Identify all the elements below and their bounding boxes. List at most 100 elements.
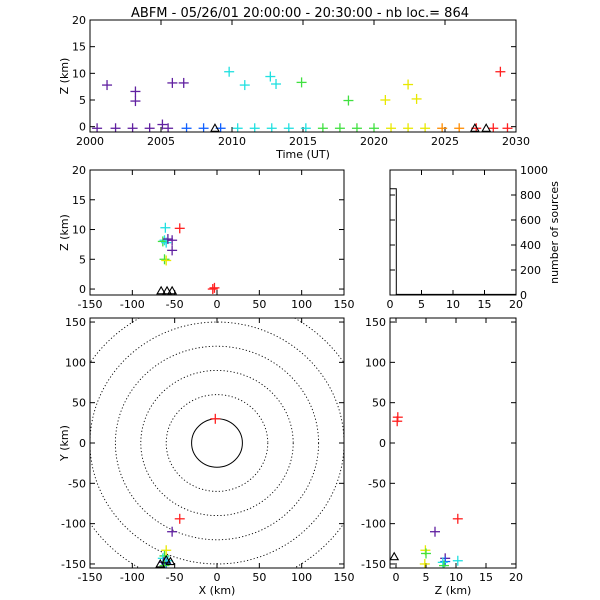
x-z-ytick-label: 5 (79, 253, 86, 266)
x-z-xtick-label: 50 (252, 298, 266, 311)
x-z-y-axis-label: Z (km) (58, 214, 71, 251)
x-y-station-marker (165, 556, 176, 566)
time-height-data-point (380, 95, 391, 105)
histogram-ytick-label: 200 (520, 264, 541, 277)
x-y-ytick-label: -50 (68, 477, 86, 490)
time-height-station-marker (481, 123, 492, 132)
z-y-data-point (421, 548, 431, 559)
x-z-panel (89, 169, 345, 296)
time-height-ytick-label: 0 (79, 121, 86, 134)
x-z-ytick-label: 10 (72, 224, 86, 237)
z-y-xtick-label: 0 (393, 571, 400, 584)
x-z-ytick-label: 15 (72, 194, 86, 207)
histogram-frame (389, 169, 517, 296)
z-y-data-point (440, 556, 451, 567)
x-z-xtick-label: -100 (120, 298, 145, 311)
histogram-ytick-label: 0 (520, 289, 527, 302)
z-y-xtick-label: 20 (509, 571, 523, 584)
time-height-points (92, 66, 513, 132)
time-height-ytick-label: 5 (79, 94, 86, 107)
z-y-panel (389, 317, 517, 569)
x-z-data-point (209, 282, 220, 293)
x-y-data-point (161, 545, 172, 556)
x-y-x-axis-label: X (km) (199, 584, 236, 597)
time-height-data-point (343, 95, 354, 106)
time-height-data-point (403, 79, 414, 90)
z-y-data-point (430, 526, 440, 537)
x-y-range-ring (90, 321, 344, 565)
time-height-data-point (130, 96, 141, 107)
x-y-xtick-label: 150 (334, 571, 355, 584)
x-y-ytick-label: -100 (61, 518, 86, 531)
z-y-data-point (439, 560, 449, 568)
x-y-xtick-label: -100 (120, 571, 145, 584)
x-z-data-point (160, 222, 171, 233)
time-height-data-point (265, 71, 276, 82)
x-y-y-axis-label: Y (km) (58, 425, 71, 462)
z-y-station-marker (389, 551, 400, 561)
x-y-range-ring (165, 394, 269, 492)
time-height-data-point (224, 66, 235, 77)
x-y-ytick-label: 150 (65, 316, 86, 329)
histogram-ytick-label: 400 (520, 239, 541, 252)
x-y-frame (89, 317, 345, 569)
x-y-ytick-label: 100 (65, 356, 86, 369)
x-y-xtick-label: 50 (252, 571, 266, 584)
time-height-ytick-label: 10 (72, 67, 86, 80)
z-y-ytick-label: 100 (365, 356, 386, 369)
z-y-ytick-label: -150 (361, 558, 386, 571)
z-y-ytick-label: 50 (372, 397, 386, 410)
z-y-ytick-label: 0 (379, 437, 386, 450)
plot-title: ABFM - 05/26/01 20:00:00 - 20:30:00 - nb… (131, 6, 469, 21)
x-z-data-point (161, 255, 172, 266)
z-y-data-point (419, 558, 430, 568)
x-y-xtick-label: -150 (78, 571, 103, 584)
x-y-range-ring (140, 369, 294, 517)
x-y-ytick-label: 0 (79, 437, 86, 450)
z-y-data-point (392, 416, 403, 427)
histogram-xtick-label: 0 (387, 298, 394, 311)
histogram-ytick-label: 800 (520, 189, 541, 202)
z-y-data-point (452, 555, 463, 566)
x-y-xtick-label: 100 (291, 571, 312, 584)
time-height-x-axis-label: Time (UT) (275, 148, 330, 161)
time-height-xtick-label: 2015 (289, 135, 317, 148)
z-y-x-axis-label: Z (km) (435, 584, 472, 597)
time-height-data-point (178, 77, 189, 88)
time-height-ytick-label: 20 (72, 14, 86, 27)
x-z-data-point (167, 235, 178, 246)
x-z-data-point (167, 245, 178, 256)
histogram-xtick-label: 5 (418, 298, 425, 311)
x-y-data-point (159, 560, 170, 568)
x-z-station-marker (156, 285, 167, 295)
x-z-station-marker (167, 285, 178, 295)
time-height-station-marker (210, 123, 220, 132)
x-y-rings (90, 318, 344, 568)
z-y-ytick-label: 150 (365, 316, 386, 329)
z-y-xtick-label: 15 (479, 571, 493, 584)
histogram-panel (389, 169, 517, 296)
histogram-bar (389, 188, 397, 295)
x-y-data-point (210, 413, 221, 424)
time-height-data-point (296, 77, 307, 88)
time-height-xtick-label: 2030 (502, 135, 530, 148)
x-z-xtick-label: 0 (214, 298, 221, 311)
x-y-range-ring (191, 418, 243, 468)
x-z-data-point (162, 234, 173, 245)
z-y-frame (389, 317, 517, 569)
x-y-xtick-label: 0 (214, 571, 221, 584)
x-y-range-ring (114, 345, 320, 541)
x-z-points (157, 222, 220, 295)
x-y-xtick-label: -50 (166, 571, 184, 584)
x-z-data-point (207, 284, 218, 295)
x-y-panel (89, 317, 345, 569)
histogram-y-axis-label: number of sources (548, 181, 561, 284)
x-y-station-marker (161, 554, 172, 564)
time-height-data-point (495, 66, 506, 77)
x-z-data-point (174, 223, 185, 234)
time-height-data-point (239, 80, 250, 91)
histogram-xtick-label: 15 (478, 298, 492, 311)
z-y-data-point (452, 513, 463, 524)
plot-panels: 2000 2005 2010 2015 2020 2025 203005101520Time… (58, 14, 561, 597)
time-height-xtick-label: 2020 (360, 135, 388, 148)
